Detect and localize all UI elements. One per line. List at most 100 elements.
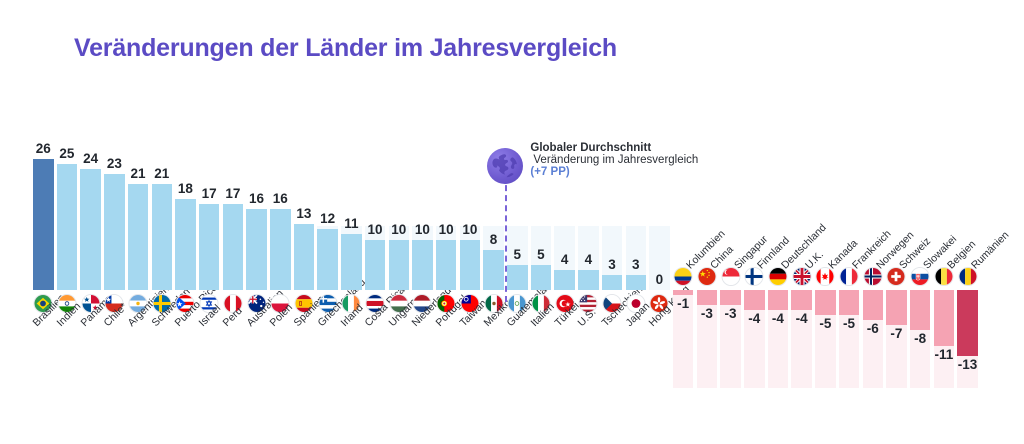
bar-spanien[interactable] [293,224,315,290]
bar-value-label: 26 [35,140,51,156]
bar-kanada[interactable] [815,290,836,316]
flag-icon-pr [175,294,195,313]
flag-icon-mx [484,294,504,313]
bar-value-label: -4 [748,311,761,327]
flag-icon-ar [128,294,148,313]
flag-icon-fr [839,267,859,286]
bar-mexiko[interactable] [483,249,504,290]
bar-value-label: -7 [890,326,903,342]
flag-icon-gt [507,294,527,313]
bar-value-label: 16 [272,191,288,207]
bar-slowakei[interactable] [909,290,931,331]
bar-value-label: 10 [438,221,454,237]
flag-icon-cr [365,294,385,313]
bar-panama[interactable] [80,168,101,290]
bar-value-label: -11 [934,346,954,362]
flag-icon-pl [270,294,290,313]
flag-icon-se [152,294,172,313]
flag-icon-sg [721,267,741,286]
global-average-title: Globaler Durchschnitt [530,142,652,154]
global-average-annotation: Globaler Durchschnitt Veränderung im Jah… [530,142,698,178]
bar-track [696,290,718,388]
bar-argentinien[interactable] [127,183,149,290]
flag-icon-in [57,294,77,313]
flag-icon-co [673,267,693,286]
flag-icon-be [934,267,954,286]
bar-portugal[interactable] [435,239,457,290]
bar-value-label: 24 [83,150,99,166]
bar-kolumbien[interactable] [672,290,694,296]
flag-icon-tr [555,294,575,313]
flag-icon-gb [792,267,812,286]
bar-niederlande[interactable] [412,239,433,290]
bar-value-label: -3 [724,306,737,322]
flag-icon-pa [81,294,101,313]
bar-polen[interactable] [270,209,291,290]
bar-brasilien[interactable] [33,158,54,290]
bar-track [649,226,670,290]
bar-deutschland[interactable] [767,290,789,311]
bar-chile[interactable] [104,173,125,290]
bar-value-label: 8 [489,231,498,247]
bar-griechenland[interactable] [317,229,338,290]
bar-rum-nien[interactable] [957,290,978,356]
bar-value-label: -5 [843,316,856,332]
flag-icon-cl [104,294,124,313]
flag-icon-ca [815,267,835,286]
bar-irland[interactable] [341,234,362,290]
globe-icon [487,148,524,184]
flag-icon-us [578,294,598,313]
global-average-line [505,175,508,302]
bar-guatemala[interactable] [507,264,528,290]
bar-value-label: 18 [177,181,193,197]
bar-indien[interactable] [56,163,78,290]
global-average-value: (+7 PP) [530,166,570,178]
bar-value-label: -8 [914,331,927,347]
bar-value-label: 11 [344,216,359,232]
bar-value-label: 4 [584,251,593,267]
bar-costa-rica[interactable] [364,239,386,290]
bar-taiwan[interactable] [459,239,481,290]
bar-italien[interactable] [530,264,552,290]
bar-t-rkei[interactable] [554,269,575,290]
bar-frankreich[interactable] [838,290,860,316]
bar-value-label: 5 [537,246,545,262]
bar-tschechien[interactable] [601,274,623,290]
bar-value-label: 21 [154,165,170,181]
bar-peru[interactable] [222,204,244,290]
flag-icon-ch [886,267,906,286]
bar-schweiz[interactable] [886,290,907,326]
bar-singapur[interactable] [720,290,741,306]
flag-icon-nl [412,294,432,313]
bar-u-s[interactable] [578,269,599,290]
bar-value-label: -13 [957,356,978,372]
global-average-subtitle: Veränderung im Jahresvergleich [533,154,699,166]
bar-japan[interactable] [625,274,646,290]
flag-icon-sk [910,267,930,286]
bar-finnland[interactable] [744,290,765,311]
bar-track [601,226,623,290]
flag-icon-pt [436,294,456,313]
bar-value-label: -4 [771,311,784,327]
bar-value-label: 10 [462,221,478,237]
flag-icon-cn [697,267,717,286]
bar-israel[interactable] [198,204,220,290]
bar-belgien[interactable] [933,290,955,346]
bar-schweden[interactable] [151,183,172,290]
bar-track [744,290,765,388]
bar-australien[interactable] [246,209,267,290]
flag-icon-tw [460,294,480,313]
bar-value-label: 4 [560,251,569,267]
bar-china[interactable] [696,290,718,306]
bar-norwegen[interactable] [862,290,883,321]
bar-u-k[interactable] [791,290,812,311]
flag-icon-es [294,294,314,313]
bar-puerto-rico[interactable] [175,199,196,290]
bar-value-label: 23 [106,155,122,171]
bar-value-label: -6 [866,321,879,337]
bar-value-label: 10 [414,221,430,237]
bar-ungarn[interactable] [388,239,409,290]
flag-icon-cz [602,294,622,313]
